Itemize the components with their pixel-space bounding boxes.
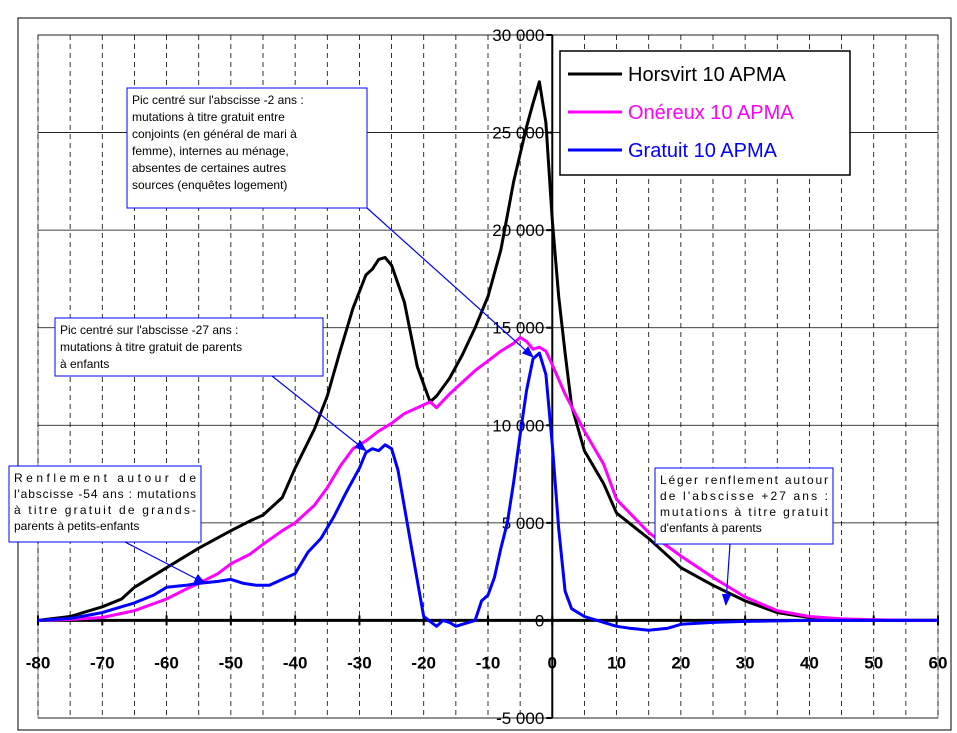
x-tick-label: 60 <box>929 653 948 672</box>
annotation-line: d'enfants à parents <box>660 521 762 535</box>
x-tick-label: 10 <box>607 653 626 672</box>
grid <box>37 34 939 719</box>
annotation-line: sources (enquêtes logement) <box>132 178 287 192</box>
legend: Horsvirt 10 APMA Onéreux 10 APMA Gratuit 1… <box>559 50 851 176</box>
x-tick-label: 40 <box>800 653 819 672</box>
x-tick-label: 50 <box>864 653 883 672</box>
annotation-line: mutations à titre gratuit de parents <box>60 340 242 354</box>
series-lines <box>37 80 939 632</box>
annotation-line: Pic centré sur l'abscisse -2 ans : <box>132 93 304 107</box>
annotation-line: Léger renflement autour <box>660 473 828 487</box>
y-tick-label: -5 000 <box>496 709 544 728</box>
series-line <box>37 80 938 622</box>
x-tick-labels: -80 -70 -60 -50 -40 -30 -20 -10 0 10 20 30 40 50 60 <box>26 653 948 672</box>
annotation-box <box>8 465 202 543</box>
x-tick-label: 30 <box>736 653 755 672</box>
annotation-line: mutations à titre gratuit entre <box>132 110 285 124</box>
annotation-line: de l'abscisse +27 ans : <box>660 489 828 503</box>
x-tick-label: 20 <box>671 653 690 672</box>
legend-label: Gratuit 10 APMA <box>628 140 778 162</box>
x-tick-label: -50 <box>219 653 244 672</box>
x-tick-label: -10 <box>476 653 501 672</box>
series-line <box>37 336 939 622</box>
annotation-line: parents à petits-enfants <box>14 519 139 533</box>
y-tick-label: 5 000 <box>502 514 545 533</box>
annotation-line: l'abscisse -54 ans : mutations <box>14 487 196 501</box>
y-tick-label: 25 000 <box>492 124 544 143</box>
x-tick-label: -70 <box>90 653 115 672</box>
legend-label: Horsvirt 10 APMA <box>628 64 786 86</box>
x-tick-label: 0 <box>548 653 557 672</box>
series-line <box>37 351 938 632</box>
annotation-line: Pic centré sur l'abscisse -27 ans : <box>60 323 238 337</box>
y-tick-label: 10 000 <box>492 416 544 435</box>
annotation-box <box>126 87 368 209</box>
annotation-arrow <box>271 375 367 452</box>
annotation-line: mutations à titre gratuit <box>660 505 829 519</box>
annotations: Pic centré sur l'abscisse -2 ans : mutati… <box>8 87 834 607</box>
x-tick-label: -30 <box>347 653 372 672</box>
annotation-line: femme), internes au ménage, <box>132 144 289 158</box>
y-tick-label: 0 <box>535 611 544 630</box>
x-tick-label: -40 <box>283 653 308 672</box>
y-tick-label: 30 000 <box>492 26 544 45</box>
annotation-arrow <box>721 543 732 607</box>
x-tick-label: -60 <box>154 653 179 672</box>
annotation-line: à titre gratuit de grands- <box>14 503 196 517</box>
x-tick-label: -20 <box>411 653 436 672</box>
x-tick-label: -80 <box>26 653 51 672</box>
legend-label: Onéreux 10 APMA <box>628 102 794 124</box>
annotation-line: Renflement autour de <box>14 471 196 485</box>
annotation-line: conjoints (en général de mari à <box>132 127 297 141</box>
y-tick-label: 20 000 <box>492 221 544 240</box>
y-tick-labels: -5 000 0 5 000 10 000 15 000 20 000 25 000 30 0… <box>492 26 544 728</box>
annotation-line: à enfants <box>60 357 109 371</box>
y-tick-label: 15 000 <box>492 319 544 338</box>
annotation-arrow <box>366 207 534 358</box>
annotation-arrow <box>124 541 207 584</box>
annotation-line: absentes de certaines autres <box>132 161 286 175</box>
annotation-box <box>54 317 324 377</box>
annotation-box <box>654 467 834 545</box>
